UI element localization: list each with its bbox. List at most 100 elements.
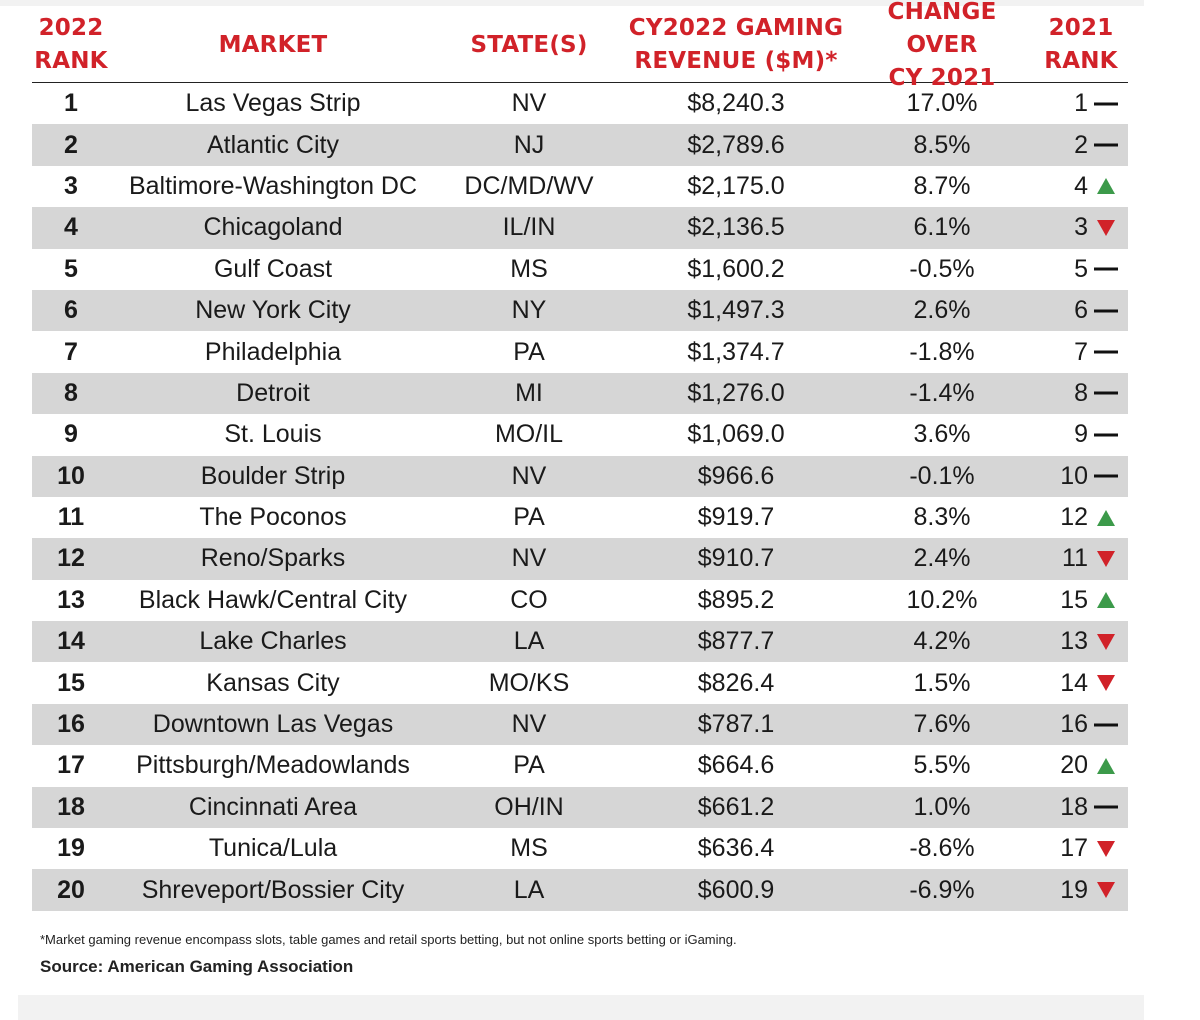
prev-rank-value: 2 bbox=[1074, 130, 1088, 159]
table-row: 5 Gulf Coast MS $1,600.2 -0.5% 5 bbox=[32, 249, 1128, 290]
prev-rank-value: 20 bbox=[1060, 751, 1088, 780]
market-cell: Lake Charles bbox=[199, 627, 347, 656]
prev-rank-value: 13 bbox=[1060, 627, 1088, 656]
table-row: 9 St. Louis MO/IL $1,069.0 3.6% 9 bbox=[32, 414, 1128, 455]
state-cell: NY bbox=[511, 296, 547, 325]
rank-cell: 11 bbox=[57, 503, 85, 532]
state-cell: MO/IL bbox=[494, 420, 564, 449]
change-cell: 5.5% bbox=[913, 751, 971, 780]
prev-rank-value: 14 bbox=[1060, 668, 1088, 697]
rank-cell: 1 bbox=[64, 89, 78, 118]
rank-cell: 13 bbox=[57, 585, 85, 614]
trend-unchanged-icon bbox=[1094, 331, 1118, 372]
trend-up-icon bbox=[1094, 166, 1118, 207]
prev-rank-value: 17 bbox=[1060, 834, 1088, 863]
revenue-cell: $2,789.6 bbox=[687, 130, 785, 159]
prev-rank-cell: 4 bbox=[1034, 166, 1128, 207]
rank-cell: 17 bbox=[57, 751, 85, 780]
revenue-cell: $600.9 bbox=[697, 875, 775, 904]
prev-rank-cell: 5 bbox=[1034, 249, 1128, 290]
rank-cell: 9 bbox=[64, 420, 78, 449]
market-cell: Detroit bbox=[236, 378, 310, 407]
trend-unchanged-icon bbox=[1094, 704, 1118, 745]
trend-down-icon bbox=[1094, 207, 1118, 248]
rank-cell: 6 bbox=[64, 296, 78, 325]
bottom-band bbox=[18, 995, 1144, 1020]
table-row: 14 Lake Charles LA $877.7 4.2% 13 bbox=[32, 621, 1128, 663]
table-row: 6 New York City NY $1,497.3 2.6% 6 bbox=[32, 289, 1128, 332]
rank-cell: 3 bbox=[64, 171, 78, 200]
prev-rank-cell: 1 bbox=[1034, 83, 1128, 124]
state-cell: MI bbox=[515, 378, 543, 407]
change-cell: 10.2% bbox=[906, 585, 978, 614]
table-row: 13 Black Hawk/Central City CO $895.2 10.2% 15 bbox=[32, 580, 1128, 621]
table-row: 12 Reno/Sparks NV $910.7 2.4% 11 bbox=[32, 538, 1128, 580]
market-cell: Downtown Las Vegas bbox=[152, 710, 394, 739]
table-row: 4 Chicagoland IL/IN $2,136.5 6.1% 3 bbox=[32, 207, 1128, 249]
prev-rank-cell: 3 bbox=[1034, 207, 1128, 248]
table-header: 2022 RANK MARKET STATE(S) CY2022 GAMING … bbox=[32, 0, 1128, 91]
table-row: 17 Pittsburgh/Meadowlands PA $664.6 5.5% 20 bbox=[32, 745, 1128, 786]
market-cell: Las Vegas Strip bbox=[185, 89, 361, 118]
trend-up-icon bbox=[1094, 745, 1118, 786]
rank-cell: 4 bbox=[64, 213, 78, 242]
rank-cell: 12 bbox=[57, 544, 85, 573]
trend-up-icon bbox=[1094, 580, 1118, 621]
revenue-cell: $1,497.3 bbox=[687, 296, 785, 325]
change-cell: 8.5% bbox=[913, 130, 971, 159]
prev-rank-cell: 10 bbox=[1034, 456, 1128, 497]
state-cell: PA bbox=[513, 337, 545, 366]
trend-unchanged-icon bbox=[1094, 456, 1118, 497]
change-cell: 17.0% bbox=[906, 89, 978, 118]
revenue-cell: $661.2 bbox=[697, 792, 775, 821]
change-cell: 2.6% bbox=[913, 296, 971, 325]
revenue-cell: $826.4 bbox=[697, 668, 775, 697]
state-cell: NV bbox=[511, 544, 547, 573]
prev-rank-cell: 15 bbox=[1034, 580, 1128, 621]
change-cell: 2.4% bbox=[913, 544, 971, 573]
trend-unchanged-icon bbox=[1094, 787, 1118, 828]
market-cell: Atlantic City bbox=[207, 130, 339, 159]
prev-rank-value: 11 bbox=[1062, 544, 1088, 573]
state-cell: MS bbox=[510, 254, 548, 283]
table-row: 1 Las Vegas Strip NV $8,240.3 17.0% 1 bbox=[32, 83, 1128, 124]
prev-rank-cell: 20 bbox=[1034, 745, 1128, 786]
footnote: *Market gaming revenue encompass slots, … bbox=[40, 932, 737, 947]
state-cell: IL/IN bbox=[502, 213, 556, 242]
rank-cell: 5 bbox=[64, 254, 78, 283]
table-row: 2 Atlantic City NJ $2,789.6 8.5% 2 bbox=[32, 124, 1128, 166]
revenue-cell: $636.4 bbox=[697, 834, 775, 863]
header-states: STATE(S) bbox=[470, 31, 588, 58]
state-cell: MS bbox=[510, 834, 548, 863]
header-change: CHANGE OVER CY 2021 bbox=[887, 0, 997, 91]
state-cell: NV bbox=[511, 89, 547, 118]
prev-rank-value: 1 bbox=[1074, 89, 1088, 118]
trend-down-icon bbox=[1094, 869, 1118, 910]
revenue-cell: $2,136.5 bbox=[687, 213, 785, 242]
change-cell: 1.0% bbox=[913, 792, 971, 821]
revenue-cell: $1,069.0 bbox=[687, 420, 785, 449]
state-cell: LA bbox=[513, 627, 545, 656]
source-note: Source: American Gaming Association bbox=[40, 957, 354, 976]
prev-rank-cell: 8 bbox=[1034, 373, 1128, 414]
prev-rank-value: 8 bbox=[1074, 378, 1088, 407]
change-cell: 4.2% bbox=[913, 627, 971, 656]
prev-rank-cell: 18 bbox=[1034, 787, 1128, 828]
change-cell: 3.6% bbox=[913, 420, 971, 449]
trend-unchanged-icon bbox=[1094, 373, 1118, 414]
revenue-cell: $895.2 bbox=[697, 585, 775, 614]
change-cell: -0.1% bbox=[909, 461, 975, 490]
revenue-cell: $787.1 bbox=[697, 710, 775, 739]
state-cell: NJ bbox=[513, 130, 545, 159]
rank-cell: 20 bbox=[57, 875, 85, 904]
prev-rank-cell: 12 bbox=[1034, 497, 1128, 538]
revenue-cell: $1,374.7 bbox=[687, 337, 785, 366]
change-cell: -1.4% bbox=[909, 378, 975, 407]
prev-rank-value: 6 bbox=[1074, 296, 1088, 325]
market-cell: Chicagoland bbox=[203, 213, 343, 242]
prev-rank-value: 5 bbox=[1074, 254, 1088, 283]
prev-rank-value: 10 bbox=[1060, 461, 1088, 490]
prev-rank-value: 18 bbox=[1060, 792, 1088, 821]
market-cell: The Poconos bbox=[199, 503, 347, 532]
state-cell: OH/IN bbox=[494, 792, 564, 821]
